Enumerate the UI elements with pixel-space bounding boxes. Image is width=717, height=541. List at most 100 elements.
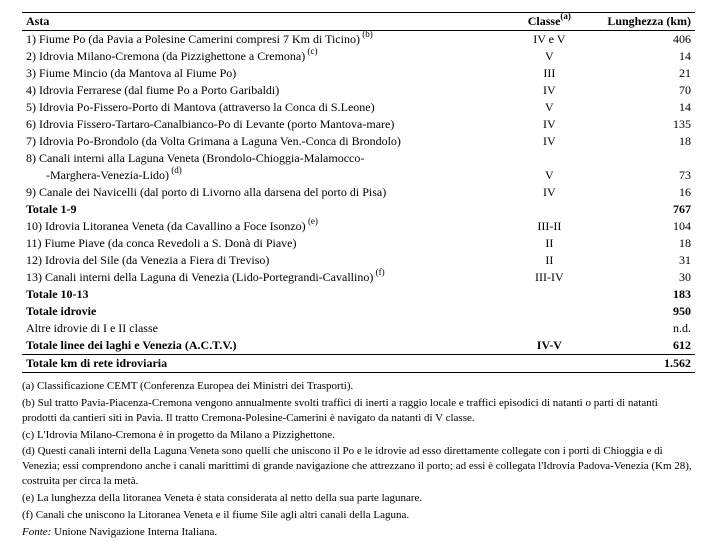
row-classe: V <box>504 167 594 184</box>
table-row: 9) Canale dei Navicelli (dal porto di Li… <box>22 184 695 201</box>
table-row: 12) Idrovia del Sile (da Venezia a Fiera… <box>22 252 695 269</box>
row-asta: 10) Idrovia Litoranea Veneta (da Cavalli… <box>22 218 504 235</box>
row-asta-text: Totale km di rete idroviaria <box>26 356 167 370</box>
row-length: 14 <box>595 99 695 116</box>
row-note: (f) <box>373 267 384 277</box>
row-classe: III <box>504 65 594 82</box>
footnote-f: (f) Canali che uniscono la Litoranea Ven… <box>22 508 695 523</box>
waterways-table: Asta Classe(a) Lunghezza (km) 1) Fiume P… <box>22 12 695 373</box>
row-length: 16 <box>595 184 695 201</box>
table-row: 1) Fiume Po (da Pavia a Polesine Camerin… <box>22 31 695 49</box>
row-asta-text: 8) Canali interni alla Laguna Veneta (Br… <box>26 151 364 165</box>
row-note: (c) <box>305 46 317 56</box>
row-classe <box>504 150 594 167</box>
row-asta-text: 10) Idrovia Litoranea Veneta (da Cavalli… <box>26 219 306 233</box>
row-asta: Totale idrovie <box>22 303 504 320</box>
col-classe-label: Classe <box>528 14 561 28</box>
row-asta: Altre idrovie di I e II classe <box>22 320 504 337</box>
table-row: 3) Fiume Mincio (da Mantova al Fiume Po)… <box>22 65 695 82</box>
row-length: 950 <box>595 303 695 320</box>
row-asta-text: 4) Idrovia Ferrarese (dal fiume Po a Por… <box>26 83 279 97</box>
row-asta-text: 9) Canale dei Navicelli (dal porto di Li… <box>26 185 386 199</box>
row-asta: Totale linee dei laghi e Venezia (A.C.T.… <box>22 337 504 355</box>
table-row: 13) Canali interni della Laguna di Venez… <box>22 269 695 286</box>
altre-idrovie: Altre idrovie di I e II classe n.d. <box>22 320 695 337</box>
row-classe: V <box>504 99 594 116</box>
row-asta: -Marghera-Venezia-Lido) (d) <box>22 167 504 184</box>
row-asta: Totale 1-9 <box>22 201 504 218</box>
table-row: 4) Idrovia Ferrarese (dal fiume Po a Por… <box>22 82 695 99</box>
row-asta-text: 3) Fiume Mincio (da Mantova al Fiume Po) <box>26 66 236 80</box>
row-asta-text: -Marghera-Venezia-Lido) <box>46 168 169 182</box>
row-classe: IV <box>504 82 594 99</box>
row-asta: 5) Idrovia Po-Fissero-Porto di Mantova (… <box>22 99 504 116</box>
row-length: 135 <box>595 116 695 133</box>
row-classe: III-IV <box>504 269 594 286</box>
col-asta: Asta <box>22 13 504 31</box>
row-length: 1.562 <box>595 355 695 373</box>
row-asta: 8) Canali interni alla Laguna Veneta (Br… <box>22 150 504 167</box>
row-length: 406 <box>595 31 695 49</box>
table-row: 8) Canali interni alla Laguna Veneta (Br… <box>22 150 695 167</box>
col-lunghezza-label: Lunghezza (km) <box>607 14 691 28</box>
row-classe: V <box>504 48 594 65</box>
row-note: (b) <box>360 29 373 39</box>
row-asta: 1) Fiume Po (da Pavia a Polesine Camerin… <box>22 31 504 49</box>
row-asta-text: Totale idrovie <box>26 304 96 318</box>
col-asta-label: Asta <box>26 14 49 28</box>
row-length: 104 <box>595 218 695 235</box>
row-length: 183 <box>595 286 695 303</box>
col-classe: Classe(a) <box>504 13 594 31</box>
table-row: -Marghera-Venezia-Lido) (d)V73 <box>22 167 695 184</box>
row-length: 30 <box>595 269 695 286</box>
row-asta-text: Totale 1-9 <box>26 202 77 216</box>
row-asta: 2) Idrovia Milano-Cremona (da Pizzighett… <box>22 48 504 65</box>
row-asta: Totale 10-13 <box>22 286 504 303</box>
row-asta: 9) Canale dei Navicelli (dal porto di Li… <box>22 184 504 201</box>
total-10-13: Totale 10-13 183 <box>22 286 695 303</box>
table-row: 11) Fiume Piave (da conca Revedoli a S. … <box>22 235 695 252</box>
total-1-9: Totale 1-9 767 <box>22 201 695 218</box>
row-length: 70 <box>595 82 695 99</box>
row-classe: II <box>504 252 594 269</box>
footnote-a: (a) Classificazione CEMT (Conferenza Eur… <box>22 379 695 394</box>
row-asta-text: Altre idrovie di I e II classe <box>26 321 158 335</box>
grand-total: Totale km di rete idroviaria 1.562 <box>22 355 695 373</box>
row-length: 14 <box>595 48 695 65</box>
table-row: 7) Idrovia Po-Brondolo (da Volta Grimana… <box>22 133 695 150</box>
row-length: 18 <box>595 133 695 150</box>
row-classe: IV e V <box>504 31 594 49</box>
row-asta-text: 5) Idrovia Po-Fissero-Porto di Mantova (… <box>26 100 375 114</box>
footnote-source: Fonte: Unione Navigazione Interna Italia… <box>22 525 695 540</box>
col-lunghezza: Lunghezza (km) <box>595 13 695 31</box>
row-asta-text: 1) Fiume Po (da Pavia a Polesine Camerin… <box>26 32 360 46</box>
footnote-b: (b) Sul tratto Pavia-Piacenza-Cremona ve… <box>22 396 695 426</box>
row-classe: IV-V <box>504 337 594 355</box>
row-classe <box>504 320 594 337</box>
footnote-e: (e) La lunghezza della litoranea Veneta … <box>22 491 695 506</box>
col-classe-note: (a) <box>560 11 571 21</box>
row-length: 31 <box>595 252 695 269</box>
source-label: Fonte: <box>22 526 51 538</box>
row-classe: IV <box>504 184 594 201</box>
row-classe: II <box>504 235 594 252</box>
row-asta-text: 13) Canali interni della Laguna di Venez… <box>26 270 373 284</box>
row-asta-text: Totale linee dei laghi e Venezia (A.C.T.… <box>26 338 236 352</box>
row-classe: III-II <box>504 218 594 235</box>
row-classe: IV <box>504 116 594 133</box>
row-asta: 13) Canali interni della Laguna di Venez… <box>22 269 504 286</box>
row-asta-text: 11) Fiume Piave (da conca Revedoli a S. … <box>26 236 297 250</box>
total-laghi: Totale linee dei laghi e Venezia (A.C.T.… <box>22 337 695 355</box>
row-asta: 4) Idrovia Ferrarese (dal fiume Po a Por… <box>22 82 504 99</box>
row-note: (e) <box>306 216 318 226</box>
row-asta-text: 12) Idrovia del Sile (da Venezia a Fiera… <box>26 253 269 267</box>
row-length <box>595 150 695 167</box>
footnotes: (a) Classificazione CEMT (Conferenza Eur… <box>22 379 695 539</box>
row-length: n.d. <box>595 320 695 337</box>
row-classe: IV <box>504 133 594 150</box>
source-text: Unione Navigazione Interna Italiana. <box>51 526 217 538</box>
row-note: (d) <box>169 165 182 175</box>
row-asta-text: 6) Idrovia Fissero-Tartaro-Canalbianco-P… <box>26 117 394 131</box>
table-row: 10) Idrovia Litoranea Veneta (da Cavalli… <box>22 218 695 235</box>
row-length: 767 <box>595 201 695 218</box>
